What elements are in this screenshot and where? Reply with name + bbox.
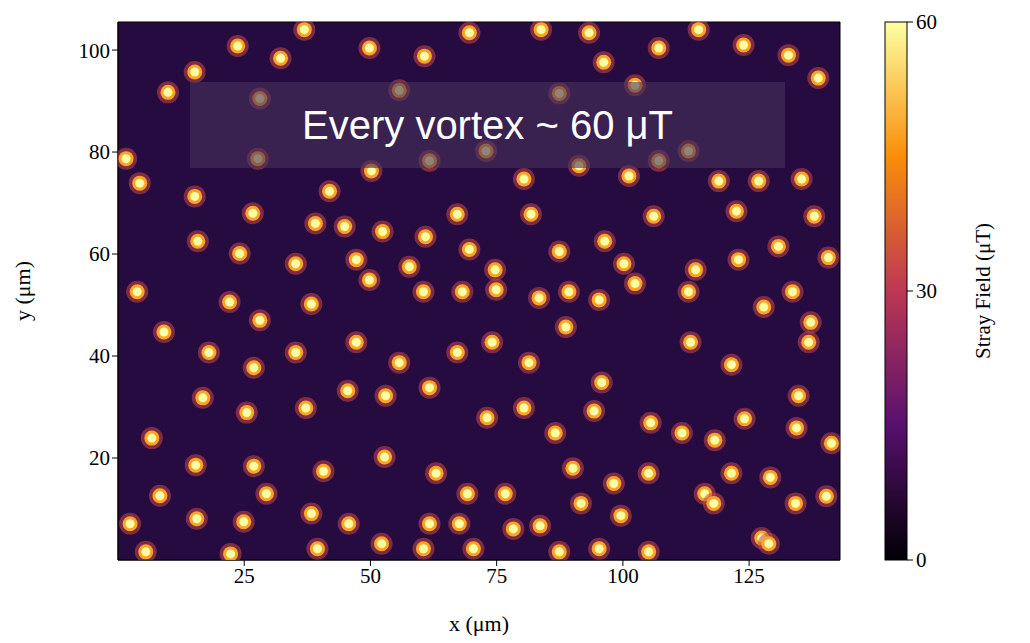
svg-text:x (μm): x (μm) [449,611,509,636]
svg-text:20: 20 [89,446,110,470]
svg-text:Stray Field (μT): Stray Field (μT) [971,223,995,359]
svg-text:40: 40 [89,344,110,368]
svg-text:60: 60 [89,242,110,266]
html-text:Every vortex ~ 60 μT: Every vortex ~ 60 μT [302,102,673,147]
svg-text:30: 30 [916,279,937,303]
svg-text:125: 125 [733,564,765,588]
svg-text:100: 100 [79,39,111,63]
svg-text:60: 60 [916,10,937,34]
svg-text:50: 50 [360,564,381,588]
svg-text:y (μm): y (μm) [10,261,35,321]
svg-text:80: 80 [89,140,110,164]
svg-text:0: 0 [916,548,927,572]
svg-text:25: 25 [234,564,255,588]
svg-text:100: 100 [607,564,639,588]
svg-text:75: 75 [486,564,507,588]
